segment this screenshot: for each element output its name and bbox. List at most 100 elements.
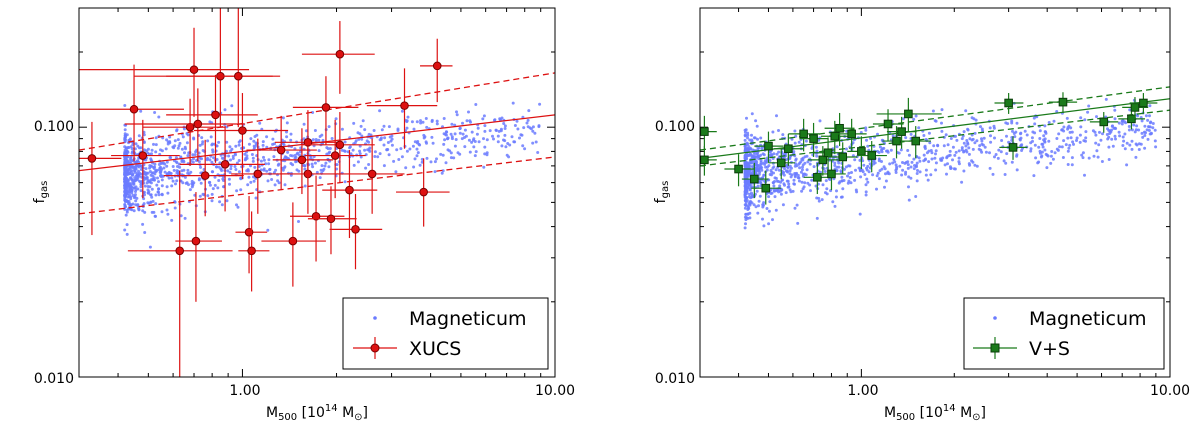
- magneticum-point: [1072, 142, 1075, 146]
- magneticum-point: [744, 218, 748, 222]
- magneticum-point: [755, 124, 759, 128]
- magneticum-point: [743, 133, 747, 137]
- magneticum-point: [888, 162, 892, 166]
- magneticum-point: [819, 170, 822, 174]
- magneticum-point: [424, 117, 428, 120]
- magneticum-point: [186, 133, 190, 137]
- magneticum-point: [166, 191, 170, 195]
- magneticum-point: [1099, 138, 1103, 142]
- magneticum-point: [913, 164, 916, 167]
- V+S-point: [799, 122, 829, 157]
- magneticum-point: [511, 101, 515, 105]
- magneticum-point: [245, 154, 249, 158]
- magneticum-point: [844, 147, 848, 151]
- magneticum-point: [759, 153, 763, 157]
- magneticum-point: [1149, 120, 1153, 124]
- magneticum-point: [317, 138, 321, 142]
- magneticum-point: [1143, 146, 1147, 150]
- magneticum-point: [137, 134, 141, 138]
- magneticum-point: [1141, 135, 1145, 139]
- magneticum-point: [743, 206, 747, 210]
- magneticum-point: [283, 165, 287, 169]
- right-magneticum-cloud: [743, 97, 1158, 230]
- magneticum-point: [249, 180, 253, 184]
- magneticum-point: [317, 149, 321, 153]
- magneticum-point: [152, 142, 155, 146]
- magneticum-point: [909, 132, 913, 136]
- XUCS-point: [79, 121, 122, 236]
- magneticum-point: [418, 143, 422, 147]
- magneticum-point: [251, 156, 255, 160]
- magneticum-point: [912, 157, 916, 161]
- magneticum-point: [1107, 145, 1111, 149]
- magneticum-point: [218, 161, 222, 165]
- magneticum-point: [136, 203, 140, 207]
- magneticum-point: [134, 190, 137, 193]
- magneticum-point: [1084, 130, 1088, 134]
- magneticum-point: [1135, 143, 1139, 147]
- magneticum-point: [743, 154, 747, 158]
- magneticum-point: [522, 126, 526, 130]
- magneticum-point: [531, 129, 535, 133]
- magneticum-point: [395, 148, 399, 152]
- magneticum-point: [475, 132, 479, 136]
- V+S-point: [700, 146, 717, 176]
- magneticum-point: [359, 124, 363, 128]
- magneticum-point: [141, 222, 145, 226]
- magneticum-point: [773, 176, 777, 180]
- magneticum-point: [324, 161, 328, 165]
- magneticum-point: [1049, 154, 1053, 158]
- magneticum-point: [146, 171, 150, 175]
- magneticum-point: [979, 148, 983, 152]
- left-xucs-points: [79, 8, 453, 377]
- magneticum-point: [431, 141, 435, 145]
- magneticum-point: [743, 164, 747, 168]
- magneticum-point: [237, 159, 241, 162]
- magneticum-point: [842, 179, 846, 182]
- magneticum-point: [261, 140, 265, 144]
- magneticum-point: [801, 158, 805, 162]
- magneticum-point: [178, 141, 182, 145]
- magneticum-point: [871, 173, 875, 177]
- magneticum-point: [934, 149, 938, 153]
- magneticum-point: [483, 152, 487, 156]
- magneticum-point: [978, 144, 982, 148]
- magneticum-point: [442, 142, 446, 146]
- magneticum-point: [266, 228, 270, 232]
- magneticum-point: [1015, 168, 1019, 172]
- magneticum-point: [159, 148, 162, 152]
- magneticum-point: [160, 167, 164, 171]
- magneticum-point: [365, 139, 369, 143]
- magneticum-point: [1068, 143, 1072, 147]
- magneticum-point: [243, 152, 247, 156]
- magneticum-point: [812, 165, 816, 169]
- magneticum-point: [311, 138, 315, 142]
- magneticum-point: [1066, 126, 1070, 129]
- magneticum-point: [858, 212, 862, 216]
- magneticum-point: [892, 158, 896, 161]
- magneticum-point: [914, 114, 918, 118]
- magneticum-point: [368, 146, 372, 150]
- magneticum-point: [143, 231, 147, 234]
- magneticum-point: [531, 125, 535, 129]
- magneticum-point: [1079, 125, 1083, 129]
- magneticum-point: [1029, 141, 1033, 145]
- magneticum-point: [769, 169, 773, 172]
- magneticum-point: [1125, 141, 1129, 145]
- magneticum-point: [1050, 150, 1054, 153]
- magneticum-point: [412, 127, 416, 131]
- magneticum-point: [450, 135, 454, 139]
- magneticum-point: [756, 151, 759, 155]
- magneticum-point: [453, 123, 457, 127]
- magneticum-point: [229, 149, 233, 153]
- magneticum-point: [464, 134, 468, 138]
- magneticum-point: [1055, 110, 1059, 113]
- magneticum-point: [1137, 128, 1141, 132]
- magneticum-point: [806, 160, 810, 164]
- magneticum-point: [174, 182, 177, 186]
- magneticum-point: [254, 196, 258, 200]
- magneticum-point: [1034, 156, 1038, 160]
- magneticum-point: [1153, 128, 1157, 132]
- XUCS-point: [329, 194, 383, 270]
- magneticum-point: [831, 200, 835, 204]
